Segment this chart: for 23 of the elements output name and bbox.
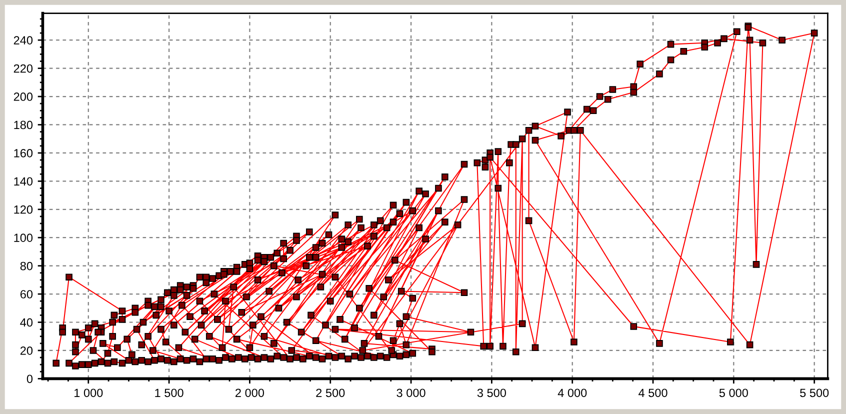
y-tick-label: 120 [14,205,33,214]
x-tick-label: 5 500 [800,388,829,398]
x-tick-label: 3 000 [396,388,426,398]
y-tick-label: 140 [14,177,33,186]
y-tick-label: 160 [14,148,33,158]
y-tick-label: 240 [14,36,33,44]
y-tick-label: 60 [20,290,33,298]
y-tick-label: 100 [14,234,33,242]
x-tick-label: 2 000 [236,388,264,398]
x-tick-label: 2 500 [316,388,345,398]
x-tick-label: 3 500 [477,388,506,398]
x-tick-label: 4 000 [558,388,587,398]
x-tick-label: 5 000 [719,388,748,398]
y-tick-label: 200 [14,92,33,101]
y-tick-label: 40 [20,318,33,327]
y-tick-label: 20 [20,346,33,355]
x-tick-label: 1 000 [74,388,103,398]
y-tick-label: 220 [14,64,33,73]
y-tick-label: 180 [14,120,33,130]
x-tick-label: 4 500 [638,388,668,398]
y-tick-label: 80 [20,262,33,270]
y-tick-label: 0 [26,374,33,384]
x-tick-label: 1 500 [155,388,184,398]
